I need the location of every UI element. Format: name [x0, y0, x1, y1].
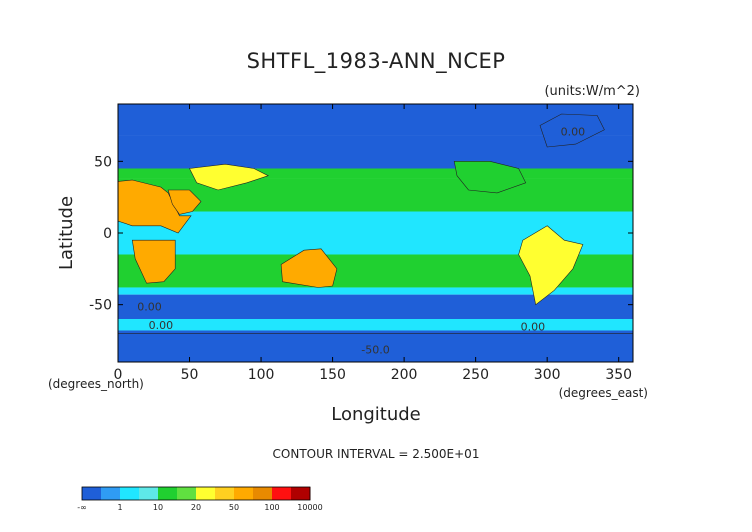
x-axis-label: Longitude	[331, 404, 421, 425]
colorbar-label-0: -∞	[77, 503, 87, 512]
colorbar-label-4: 50	[229, 503, 239, 512]
colorbar-swatch-0	[82, 487, 102, 500]
land-region-south-america	[518, 225, 584, 306]
x-tick-label-5: 250	[462, 367, 489, 383]
land-region-north-america	[453, 161, 527, 194]
contour-label-4: 0.00	[561, 126, 586, 139]
colorbar-label-6: 10000	[297, 503, 322, 512]
x-tick-label-4: 200	[391, 367, 418, 383]
colorbar-swatch-3	[139, 487, 159, 500]
y-tick-label-2: -50	[89, 298, 112, 314]
field-band-2	[118, 168, 633, 179]
land-region-arabia	[167, 189, 202, 215]
colorbar-swatch-7	[215, 487, 235, 500]
plot-area: -50.0 0.00 0.00 0.00 0.00	[118, 104, 633, 362]
y-axis-label: Latitude	[56, 196, 77, 270]
x-tick-label-3: 150	[319, 367, 346, 383]
land-region-central-asia	[189, 163, 269, 191]
contour-label-3: 0.00	[521, 320, 546, 333]
land-region-australia	[280, 248, 338, 288]
colorbar-swatch-8	[234, 487, 254, 500]
land-region-greenland	[539, 113, 605, 148]
colorbar-swatch-5	[177, 487, 197, 500]
colorbar-swatch-10	[272, 487, 292, 500]
contour-interval-text: CONTOUR INTERVAL = 2.500E+01	[273, 447, 480, 461]
x-tick-label-1: 50	[181, 367, 199, 383]
x-axis-ticks: 0 50 100 150 200 250 300 350	[114, 104, 632, 383]
colorbar-swatch-2	[120, 487, 140, 500]
x-tick-label-2: 100	[248, 367, 275, 383]
colorbar-swatch-6	[196, 487, 216, 500]
y-tick-label-1: 0	[103, 226, 112, 242]
land-region-north-africa	[118, 179, 192, 234]
chart-title: SHTFL_1983-ANN_NCEP	[247, 49, 506, 74]
land-region-southern-africa	[131, 239, 176, 284]
field-band-7	[118, 294, 633, 319]
x-tick-label-7: 350	[605, 367, 632, 383]
contour-label-2: 0.00	[149, 319, 174, 332]
colorbar: -∞ 1 10 20 50 100 10000	[77, 486, 323, 512]
field-band-8	[118, 319, 633, 331]
colorbar-swatch-9	[253, 487, 273, 500]
colorbar-swatch-4	[158, 487, 178, 500]
colorbar-swatch-11	[291, 487, 311, 500]
field-band-6	[118, 287, 633, 295]
colorbar-label-1: 1	[117, 503, 122, 512]
y-axis-ticks: 50 0 -50	[89, 154, 633, 314]
colorbar-label-5: 100	[264, 503, 279, 512]
units-label: (units:W/m^2)	[544, 84, 640, 99]
colorbar-label-2: 10	[153, 503, 163, 512]
y-unit-label: (degrees_north)	[48, 377, 144, 391]
x-unit-label: (degrees_east)	[559, 386, 648, 400]
x-tick-label-6: 300	[534, 367, 561, 383]
x-tick-label-0: 0	[114, 367, 123, 383]
colorbar-frame	[81, 486, 311, 501]
colorbar-label-3: 20	[191, 503, 201, 512]
colorbar-swatch-1	[101, 487, 121, 500]
y-tick-label-0: 50	[94, 154, 112, 170]
contour-label-0: -50.0	[361, 343, 389, 356]
contour-label-1: 0.00	[137, 300, 162, 313]
land-region-antarctica	[118, 332, 633, 362]
